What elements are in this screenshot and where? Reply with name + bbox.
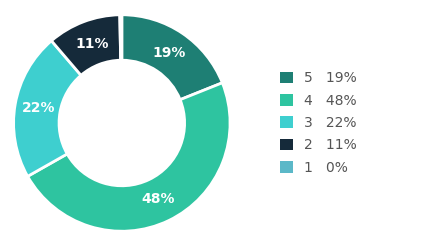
Text: 19%: 19% [152,46,186,60]
Text: 11%: 11% [75,37,109,51]
Wedge shape [122,15,222,100]
Wedge shape [14,41,81,176]
Legend: 5   19%, 4   48%, 3   22%, 2   11%, 1   0%: 5 19%, 4 48%, 3 22%, 2 11%, 1 0% [278,69,360,177]
Text: 22%: 22% [22,101,55,115]
Wedge shape [27,83,230,231]
Wedge shape [51,15,120,75]
Text: 48%: 48% [142,192,175,206]
Wedge shape [120,15,122,60]
